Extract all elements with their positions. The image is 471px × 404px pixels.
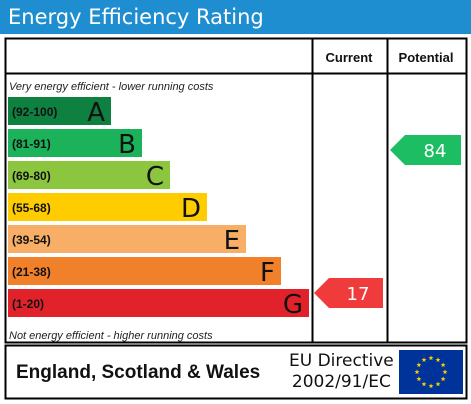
header-bar: Energy Efficiency Rating (0, 0, 471, 34)
eu-directive-line1: EU Directive (289, 351, 394, 371)
bottom-scale-note: Not energy efficient - higher running co… (9, 330, 213, 342)
band-g-range: (1-20) (12, 297, 44, 311)
eu-star-icon (414, 369, 420, 375)
eu-star-icon (421, 357, 427, 362)
eu-directive-line2: 2002/91/EC (291, 372, 391, 392)
eu-star-icon (435, 357, 441, 362)
eu-star-icon (435, 381, 441, 387)
eu-star-icon (421, 381, 427, 387)
band-c-bar (8, 161, 170, 189)
page-title: Energy Efficiency Rating (8, 5, 264, 29)
band-b-letter: B (118, 130, 136, 160)
band-a-bar (8, 97, 111, 125)
band-a-range: (92-100) (12, 105, 57, 119)
eu-star-icon (428, 355, 434, 361)
eu-directive-label: EU Directive 2002/91/EC (289, 351, 394, 393)
band-b-bar (8, 129, 142, 157)
band-f-bar (8, 257, 281, 285)
footer-region-label: England, Scotland & Wales (16, 362, 261, 383)
chart-frame (4, 37, 468, 344)
current-rating-value: 17 (347, 284, 370, 305)
eu-star-icon (416, 376, 422, 382)
band-e-letter: E (224, 226, 240, 256)
band-g-letter: G (283, 290, 303, 320)
band-a-letter: A (87, 98, 105, 128)
potential-rating-value: 84 (424, 141, 447, 162)
eu-star-icon (442, 369, 448, 375)
eu-star-icon (440, 376, 446, 382)
footer: England, Scotland & Wales EU Directive 2… (5, 345, 467, 399)
eu-flag-stars (414, 355, 448, 389)
band-f-letter: F (260, 258, 275, 288)
band-e-bar (8, 225, 246, 253)
column-header-potential: Potential (399, 50, 454, 65)
band-d-range: (55-68) (12, 201, 51, 215)
eu-star-icon (428, 383, 434, 389)
band-d-bar (8, 193, 207, 221)
column-header-current: Current (326, 50, 374, 65)
rating-bands: (92-100) A (81-91) B (69-80) C (55-68) D (39-54)… (8, 97, 309, 320)
band-c-letter: C (146, 162, 164, 192)
band-e-range: (39-54) (12, 233, 51, 247)
band-b-range: (81-91) (12, 137, 51, 151)
footer-frame (4, 344, 468, 400)
eu-star-icon (416, 362, 422, 368)
top-scale-note: Very energy efficient - lower running co… (9, 81, 214, 93)
eu-flag-icon (399, 350, 463, 394)
band-d-letter: D (181, 194, 201, 224)
eu-star-icon (440, 362, 446, 368)
band-c-range: (69-80) (12, 169, 51, 183)
band-f-range: (21-38) (12, 265, 51, 279)
band-g-bar (8, 289, 309, 317)
potential-rating-arrow (390, 135, 461, 165)
current-rating-arrow (314, 278, 383, 308)
